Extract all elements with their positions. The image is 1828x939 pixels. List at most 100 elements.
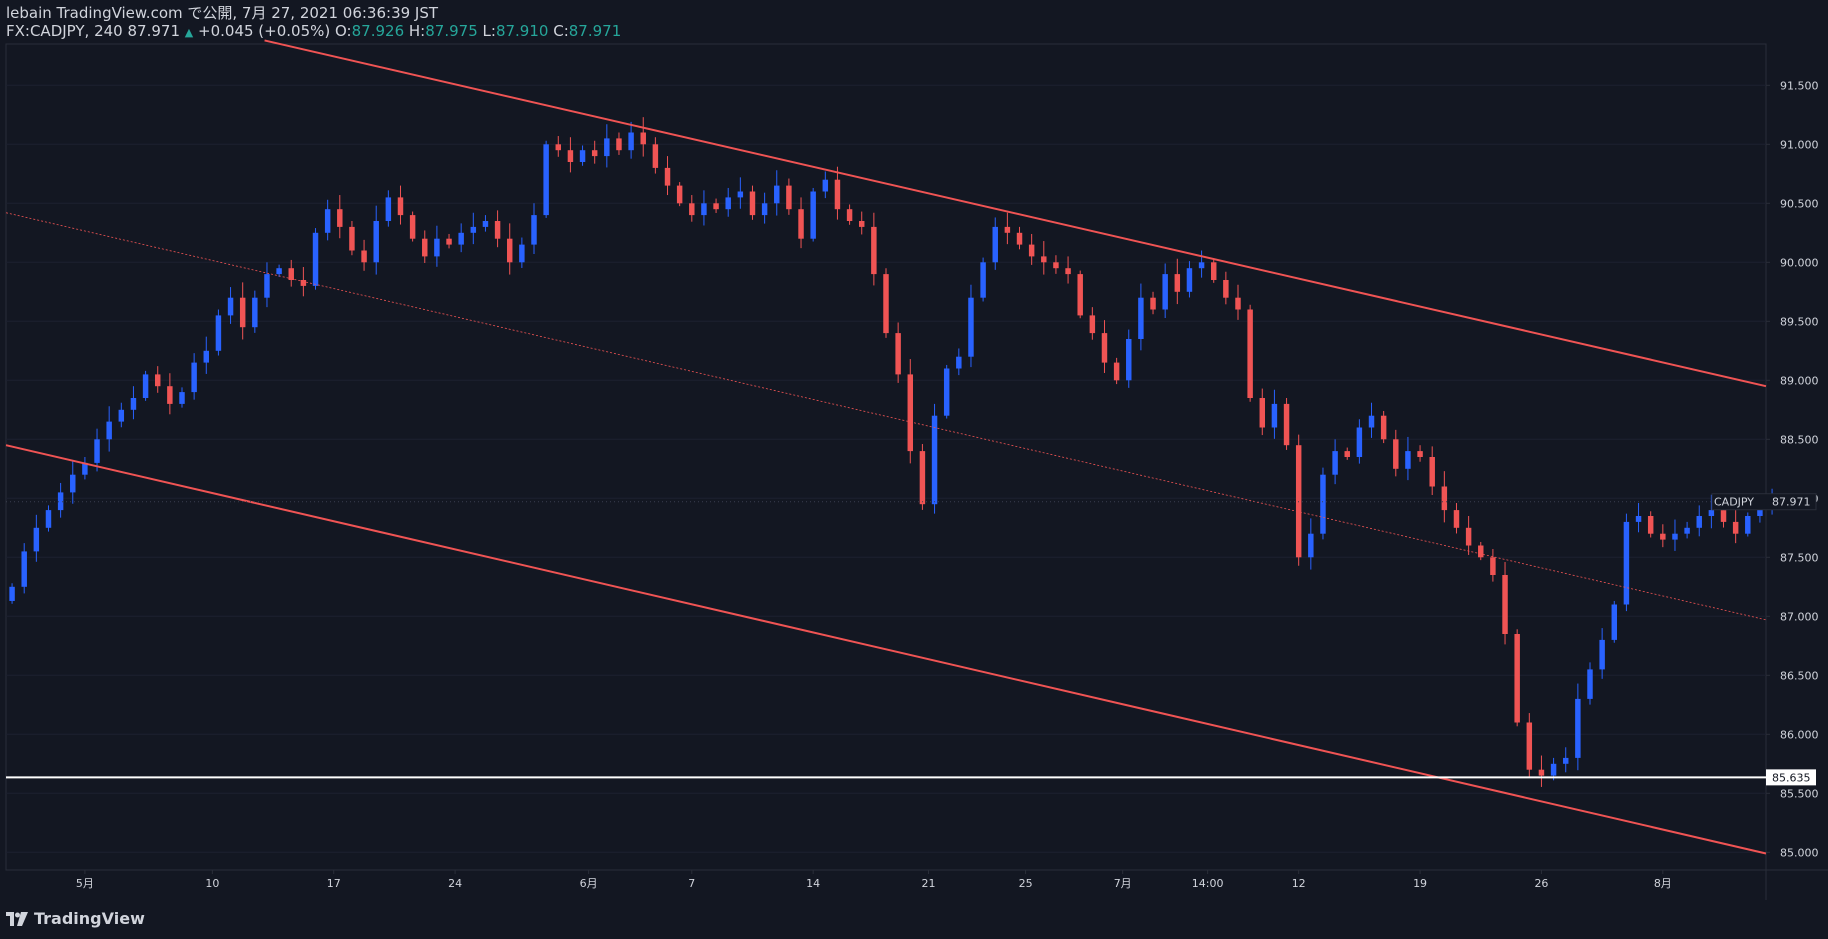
- candle-body: [1308, 533, 1314, 558]
- candle-body: [907, 374, 914, 452]
- candle-body: [1599, 639, 1605, 670]
- candle-body: [713, 203, 719, 210]
- candle-body: [1732, 521, 1739, 534]
- candle-body: [373, 221, 379, 263]
- change-value: +0.045 (+0.05%): [198, 22, 331, 40]
- candle-body: [519, 244, 525, 263]
- candle-body: [1053, 262, 1059, 269]
- x-tick-label: 21: [921, 877, 935, 890]
- candle-body: [1138, 297, 1144, 339]
- candle-body: [883, 274, 889, 334]
- y-tick-label: 85.500: [1780, 787, 1819, 800]
- channel-upper-line[interactable]: [264, 39, 1767, 388]
- support-price-badge: [1766, 769, 1816, 786]
- high-value: 87.975: [425, 22, 478, 40]
- last-value: 87.971: [127, 22, 181, 40]
- candle-body: [1429, 457, 1435, 487]
- candle-body: [1453, 510, 1460, 528]
- candle-body: [761, 203, 768, 216]
- candle-body: [9, 586, 15, 601]
- candle-body: [1283, 403, 1290, 446]
- x-tick-label: 5月: [76, 877, 94, 890]
- candle-body: [579, 150, 586, 162]
- candle-body: [1562, 757, 1569, 764]
- candle-body: [1550, 763, 1557, 776]
- candle-body: [834, 179, 841, 210]
- price-axis[interactable]: 91.500 91.000 90.500 90.000 89.500 89.000 88.5…: [1766, 79, 1819, 859]
- candle-body: [1368, 415, 1375, 428]
- candle-body: [1271, 403, 1278, 428]
- candle-body: [1490, 557, 1496, 575]
- candle-body: [604, 138, 610, 157]
- y-tick-label: 85.000: [1780, 846, 1819, 859]
- candle-body: [1223, 280, 1229, 298]
- candle-body: [737, 191, 744, 198]
- candle-body: [749, 191, 756, 216]
- candle-body: [968, 297, 974, 357]
- candle-body: [1441, 486, 1448, 511]
- candle-body: [1514, 634, 1520, 723]
- x-tick-label: 12: [1292, 877, 1306, 890]
- y-tick-label: 89.500: [1780, 315, 1819, 328]
- candle-body: [434, 238, 440, 257]
- candle-body: [1113, 362, 1120, 381]
- candle-body: [1660, 533, 1666, 540]
- y-tick-label: 88.500: [1780, 433, 1819, 446]
- close-value: 87.971: [568, 22, 622, 40]
- candle-body: [106, 421, 112, 440]
- candle-body: [45, 510, 52, 528]
- brand[interactable]: TradingView: [6, 909, 145, 928]
- candle-body: [1332, 451, 1338, 475]
- time-axis[interactable]: 5月 10 17 24 6月 7 14 21 25 7月 14:00 12 19 26 8月: [76, 870, 1672, 890]
- x-tick-label: 14: [806, 877, 820, 890]
- x-tick-label: 17: [327, 877, 341, 890]
- channel-mid-line[interactable]: [5, 212, 1767, 621]
- chart-header: lebain TradingView.com で公開, 7月 27, 2021 …: [6, 4, 1206, 42]
- candle-body: [1720, 510, 1727, 522]
- x-tick-label: 7: [688, 877, 695, 890]
- candle-body: [1672, 533, 1678, 540]
- candle-body: [591, 150, 598, 157]
- candle-body: [1041, 256, 1047, 263]
- candle-body: [1150, 297, 1156, 310]
- candle-body: [57, 492, 64, 511]
- candle-body: [1126, 339, 1132, 381]
- candle-body: [774, 185, 780, 204]
- symbol-interval[interactable]: FX:CADJPY, 240: [6, 22, 123, 40]
- candle-body: [931, 415, 938, 505]
- candle-body: [555, 144, 562, 151]
- candle-body: [1465, 527, 1472, 546]
- candle-body: [1380, 415, 1387, 440]
- candle-body: [664, 167, 671, 186]
- tradingview-logo-icon: [6, 911, 28, 926]
- candle-body: [810, 191, 816, 239]
- candle-body: [1186, 268, 1193, 292]
- candle-body: [725, 197, 731, 210]
- y-tick-label: 90.000: [1780, 256, 1819, 269]
- candle-body: [1575, 698, 1581, 758]
- candle-body: [1174, 274, 1181, 292]
- candle-body: [409, 215, 416, 239]
- candle-body: [1077, 274, 1083, 316]
- candle-body: [786, 185, 792, 210]
- candle-body: [1016, 232, 1023, 245]
- candle-body: [167, 386, 173, 404]
- candle-body: [895, 333, 901, 375]
- x-tick-label: 19: [1413, 877, 1427, 890]
- candle-body: [616, 138, 622, 151]
- candle-body: [1393, 439, 1399, 469]
- candle-body: [858, 221, 865, 227]
- high-label: H:: [408, 22, 426, 40]
- candle-body: [506, 238, 513, 263]
- candle-body: [203, 350, 210, 363]
- trend-lines[interactable]: [5, 39, 1767, 855]
- candle-body: [822, 179, 829, 192]
- candle-body: [846, 209, 853, 221]
- candle-body: [276, 268, 282, 275]
- candle-body: [191, 362, 197, 393]
- candle-body: [1101, 333, 1108, 363]
- current-price-symbol: CADJPY: [1714, 496, 1754, 509]
- channel-lower-line[interactable]: [5, 444, 1767, 855]
- low-label: L:: [482, 22, 496, 40]
